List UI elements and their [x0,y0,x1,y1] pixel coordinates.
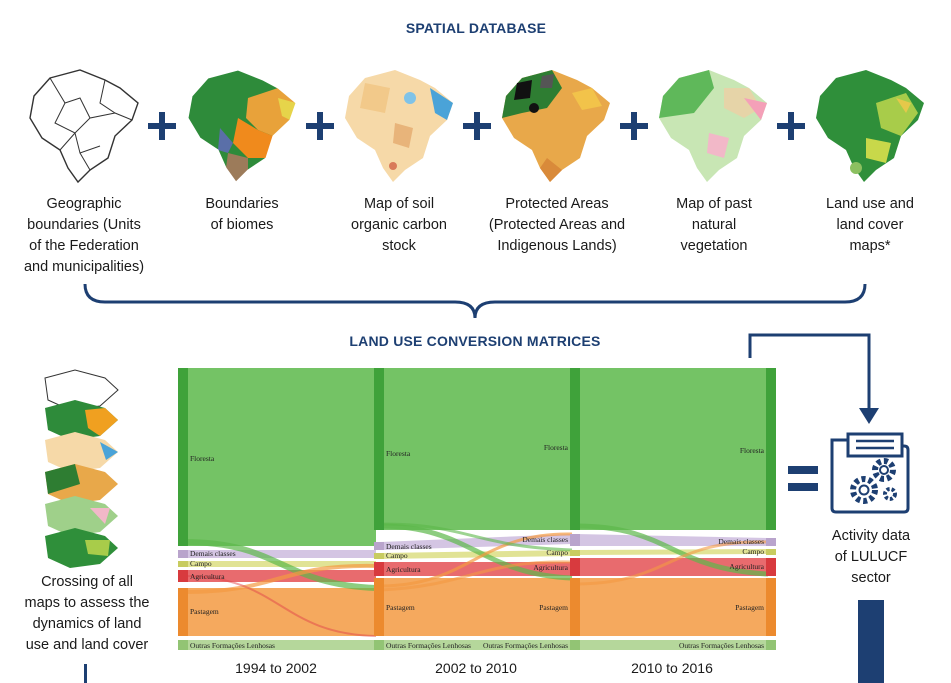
activity-data-folder-icon [830,432,910,514]
period-label-1: 1994 to 2002 [235,660,317,676]
sankey-label-demais: Demais classes [522,535,568,544]
brazil-soil-carbon-map-icon [345,70,453,182]
sankey-label-floresta: Floresta [190,454,215,463]
output-bar [858,600,884,683]
input-caption-past-vegetation: Map of past natural vegetation [676,196,752,254]
sankey-label-floresta: Floresta [386,449,411,458]
plus-icon [463,112,491,140]
sankey-label-outras: Outras Formações Lenhosas [679,641,764,650]
spatial-database-title: SPATIAL DATABASE [405,20,547,36]
period-label-3: 2010 to 2016 [631,660,713,676]
sankey-label-outras: Outras Formações Lenhosas [190,641,275,650]
plus-icon [777,112,805,140]
activity-data-caption: Activity data of LULUCF sector [831,528,911,586]
flow-arrow [748,333,879,424]
sankey-label-demais: Demais classes [718,537,764,546]
input-caption-protected-areas: Protected Areas (Protected Areas and Ind… [488,196,626,254]
sankey-label-campo: Campo [386,551,408,560]
sankey-label-pastagem: Pastagem [735,603,764,612]
land-use-sankey: Floresta Demais classes Campo Agricultur… [178,368,776,650]
sankey-label-agricultura: Agricultura [533,563,568,572]
period-label-2: 2002 to 2010 [435,660,517,676]
input-caption-land-cover: Land use and land cover maps* [826,196,914,254]
sankey-label-campo: Campo [190,559,212,568]
brazil-biomes-map-icon [187,69,297,183]
input-caption-geographic-boundaries: Geographic boundaries (Units of the Fede… [23,196,145,275]
land-use-matrices-title: LAND USE CONVERSION MATRICES [349,333,601,349]
equals-icon [788,466,818,492]
sankey-label-pastagem: Pastagem [190,607,219,616]
input-caption-soil-carbon: Map of soil organic carbon stock [351,196,447,254]
sankey-label-campo: Campo [546,548,568,557]
sankey-label-pastagem: Pastagem [386,603,415,612]
sankey-label-demais: Demais classes [386,542,432,551]
sankey-label-floresta: Floresta [740,446,765,455]
plus-icon [620,112,648,140]
sankey-label-campo: Campo [742,547,764,556]
grouping-brace [83,283,867,319]
sankey-label-agricultura: Agricultura [190,572,225,581]
stacked-maps-icon [44,369,119,568]
sankey-label-outras: Outras Formações Lenhosas [386,641,471,650]
sankey-label-outras: Outras Formações Lenhosas [483,641,568,650]
input-caption-biomes: Boundaries of biomes [205,196,279,233]
brazil-protected-areas-map-icon [502,70,610,182]
sankey-label-agricultura: Agricultura [386,565,421,574]
sankey-label-agricultura: Agricultura [729,562,764,571]
brazil-past-vegetation-map-icon [659,70,767,182]
plus-icon [306,112,334,140]
brazil-outline-map-icon [29,69,139,184]
sankey-label-pastagem: Pastagem [539,603,568,612]
sankey-label-floresta: Floresta [544,443,569,452]
crossing-connector-line [84,664,87,683]
plus-icon [148,112,176,140]
brazil-land-cover-map-icon [816,70,924,182]
crossing-caption: Crossing of all maps to assess the dynam… [24,574,150,653]
sankey-label-demais: Demais classes [190,549,236,558]
